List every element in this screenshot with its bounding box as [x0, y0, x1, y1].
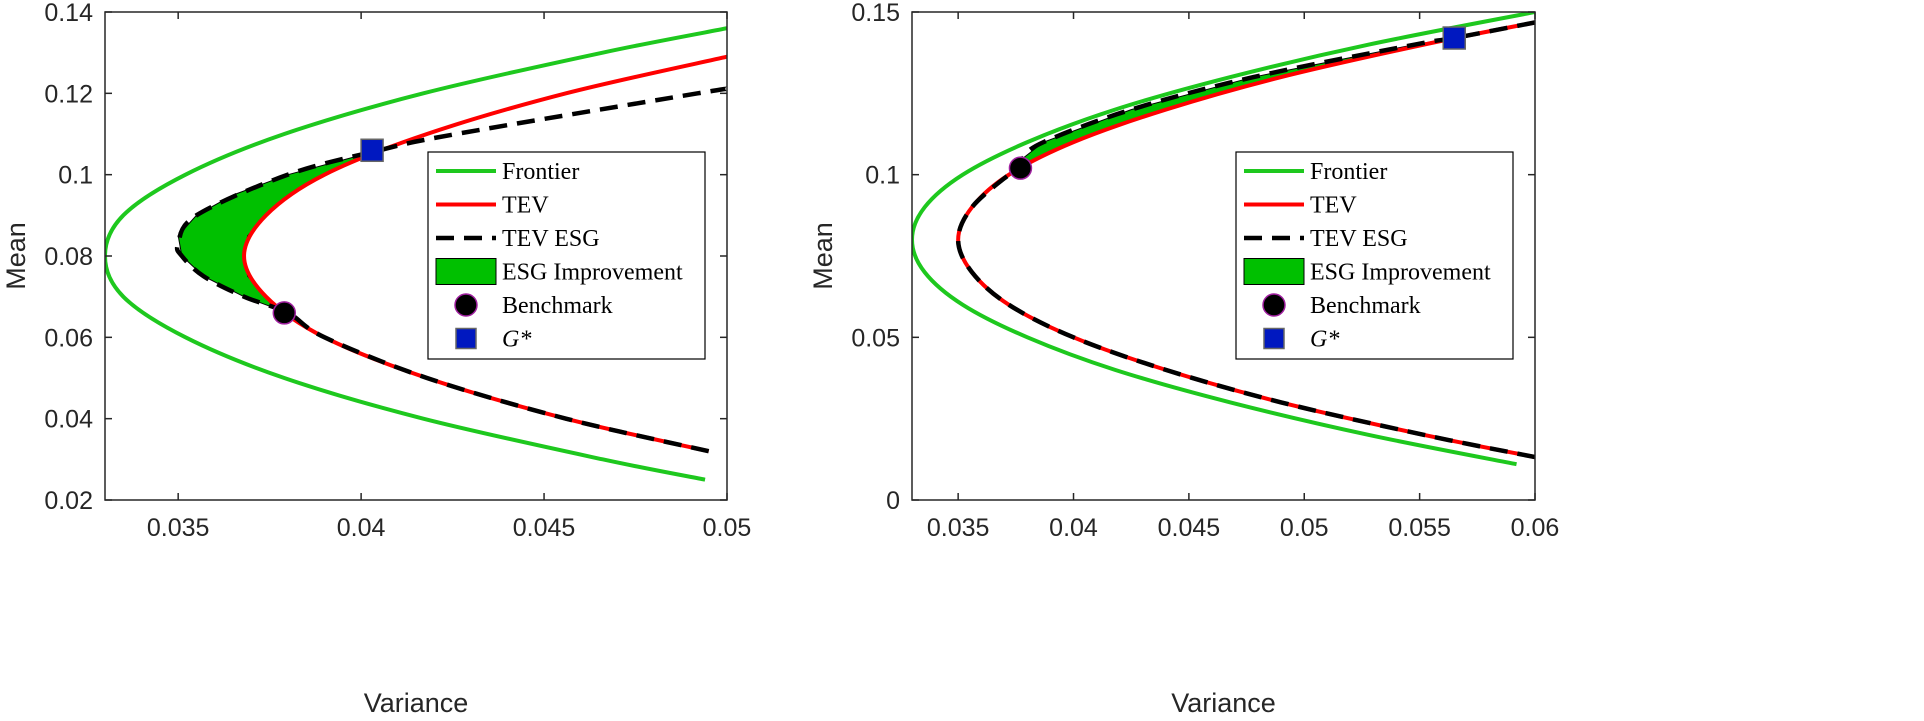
- legend-swatch: [435, 258, 497, 285]
- x-tick-label: 0.04: [337, 514, 386, 542]
- legend-label: Benchmark: [502, 293, 613, 319]
- x-tick-label: 0.045: [513, 514, 576, 542]
- x-tick-label: 0.05: [1280, 514, 1329, 542]
- benchmark-marker: [272, 301, 297, 325]
- x-tick-label: 0.055: [1388, 514, 1451, 542]
- g-star-marker: [360, 138, 384, 163]
- legend-label: Frontier: [502, 159, 579, 185]
- legend-label: ESG Improvement: [502, 260, 683, 286]
- legend-label: G*: [1310, 327, 1339, 353]
- legend-label: TEV ESG: [1310, 226, 1408, 252]
- legend-swatch: [455, 327, 477, 350]
- x-axis-label: Variance: [364, 688, 469, 718]
- y-axis-label: Mean: [808, 222, 838, 290]
- y-tick-label: 0.04: [44, 406, 93, 434]
- y-tick-label: 0.1: [865, 162, 900, 190]
- x-tick-label: 0.035: [927, 514, 990, 542]
- y-axis-label: Mean: [1, 222, 31, 290]
- axes-box: [911, 11, 1536, 501]
- y-tick-label: 0: [886, 487, 900, 515]
- x-axis-label: Variance: [1171, 688, 1276, 718]
- line: [955, 20, 1535, 460]
- legend-box: [1235, 151, 1514, 360]
- legend-label: G*: [502, 327, 531, 353]
- legend-label: TEV: [1310, 193, 1357, 219]
- y-tick-label: 0.15: [851, 0, 900, 27]
- y-tick-label: 0.14: [44, 0, 93, 27]
- subplot: 0.035 0.04 0.045 0.05 0.02 0.04 0.06 0.08 0.1 0.1…: [1, 0, 751, 718]
- x-tick-label: 0.04: [1049, 514, 1098, 542]
- line: [174, 86, 727, 454]
- legend-label: TEV ESG: [502, 226, 600, 252]
- y-tick-label: 0.06: [44, 324, 93, 352]
- legend-label: ESG Improvement: [1310, 260, 1491, 286]
- x-tick-label: 0.06: [1511, 514, 1560, 542]
- x-tick-label: 0.035: [147, 514, 210, 542]
- legend-label: Frontier: [1310, 159, 1387, 185]
- legend: Frontier TEV TEV ESG ESG Improvement Benchma…: [427, 151, 706, 360]
- y-tick-label: 0.08: [44, 243, 93, 271]
- y-tick-label: 0.05: [851, 324, 900, 352]
- x-tick-label: 0.045: [1158, 514, 1221, 542]
- legend-swatch: [454, 293, 478, 317]
- legend-box: [427, 151, 706, 360]
- y-tick-label: 0.02: [44, 487, 93, 515]
- benchmark-marker: [1008, 156, 1033, 180]
- legend-label: TEV: [502, 193, 549, 219]
- y-tick-label: 0.12: [44, 80, 93, 108]
- subplot: 0.035 0.04 0.045 0.05 0.055 0.06 0 0.05 0.1 0.15 V…: [808, 0, 1559, 718]
- y-tick-label: 0.1: [58, 162, 93, 190]
- x-tick-label: 0.05: [703, 514, 752, 542]
- legend: Frontier TEV TEV ESG ESG Improvement Benchma…: [1235, 151, 1514, 360]
- legend-swatch: [1262, 293, 1286, 317]
- legend-swatch: [1263, 327, 1285, 350]
- g-star-marker: [1442, 26, 1466, 50]
- legend-label: Benchmark: [1310, 293, 1421, 319]
- legend-swatch: [1243, 258, 1305, 285]
